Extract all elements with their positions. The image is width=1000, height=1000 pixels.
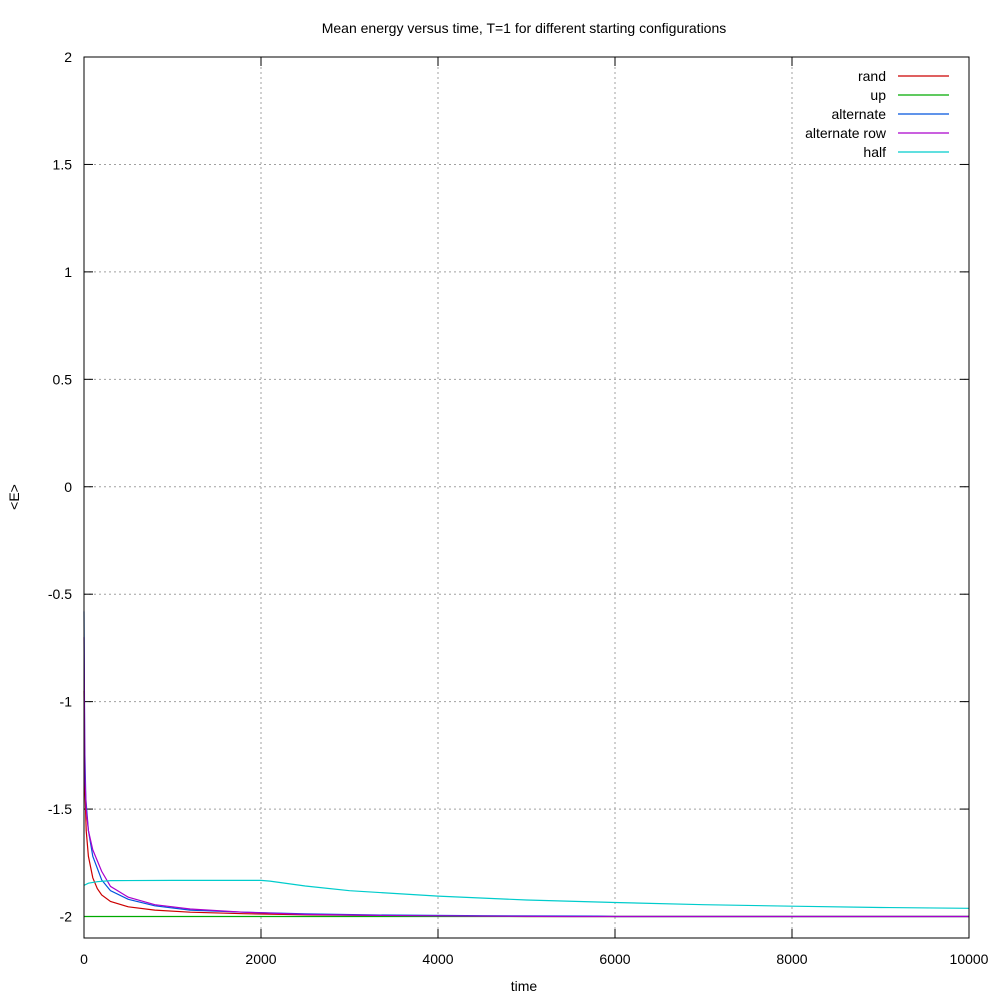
legend-label-alternate: alternate bbox=[832, 106, 887, 122]
y-tick-label: 0.5 bbox=[53, 371, 73, 387]
legend-label-half: half bbox=[863, 144, 886, 160]
y-tick-label: -2 bbox=[60, 909, 73, 925]
y-axis-label: <E> bbox=[6, 484, 22, 510]
legend-label-alternate-row: alternate row bbox=[805, 125, 887, 141]
x-tick-label: 0 bbox=[80, 951, 88, 967]
y-tick-label: 1.5 bbox=[53, 156, 73, 172]
y-tick-label: 1 bbox=[64, 264, 72, 280]
x-tick-label: 10000 bbox=[950, 951, 989, 967]
plot-frame bbox=[83, 56, 970, 939]
y-tick-label: 0 bbox=[64, 479, 72, 495]
x-tick-label: 6000 bbox=[599, 951, 630, 967]
y-axis-ticks: -2 -1.5 -1 -0.5 0 0.5 1 1.5 2 bbox=[48, 49, 969, 925]
y-tick-label: -1 bbox=[60, 694, 73, 710]
x-tick-label: 4000 bbox=[422, 951, 453, 967]
legend-label-up: up bbox=[870, 87, 886, 103]
y-tick-label: 2 bbox=[64, 49, 72, 65]
legend-label-rand: rand bbox=[858, 68, 886, 84]
y-tick-label: -0.5 bbox=[48, 586, 72, 602]
chart-title: Mean energy versus time, T=1 for differe… bbox=[322, 20, 727, 36]
chart-grid bbox=[84, 56, 969, 938]
chart-legend: rand up alternate alternate row half bbox=[805, 68, 949, 160]
x-axis-ticks: 0 2000 4000 6000 8000 10000 bbox=[80, 57, 989, 967]
x-axis-label: time bbox=[511, 978, 538, 994]
x-tick-label: 2000 bbox=[245, 951, 276, 967]
series-line-alternate-row bbox=[83, 637, 969, 918]
series-lines bbox=[83, 611, 970, 918]
x-tick-label: 8000 bbox=[776, 951, 807, 967]
series-line-half bbox=[83, 879, 970, 909]
y-tick-label: -1.5 bbox=[48, 801, 72, 817]
